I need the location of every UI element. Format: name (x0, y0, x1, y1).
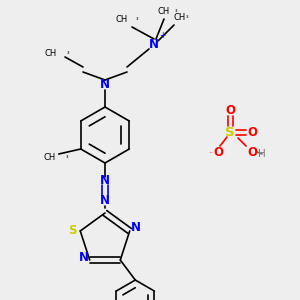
Text: O: O (213, 146, 223, 158)
Text: CH: CH (174, 13, 186, 22)
Text: S: S (68, 224, 76, 238)
Text: N: N (131, 221, 141, 235)
Text: CH: CH (44, 152, 56, 161)
Text: +: + (159, 32, 165, 40)
Text: CH: CH (45, 49, 57, 58)
Text: O: O (225, 103, 235, 116)
Text: N: N (79, 250, 89, 263)
Text: ₃: ₃ (136, 16, 139, 21)
Text: ₃: ₃ (186, 14, 188, 19)
Text: ₃: ₃ (66, 154, 68, 159)
Text: O: O (247, 125, 257, 139)
Text: N: N (100, 175, 110, 188)
Text: CH: CH (158, 7, 170, 16)
Text: ⁻: ⁻ (208, 149, 212, 158)
Text: CH: CH (116, 14, 128, 23)
Text: N: N (100, 194, 110, 208)
Text: ₃: ₃ (175, 8, 178, 13)
Text: N: N (149, 38, 159, 50)
Text: S: S (225, 125, 235, 139)
Text: N: N (100, 79, 110, 92)
Text: ₃: ₃ (67, 50, 70, 55)
Text: H: H (258, 149, 266, 159)
Text: O: O (247, 146, 257, 158)
